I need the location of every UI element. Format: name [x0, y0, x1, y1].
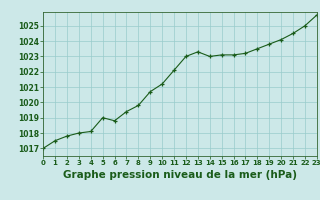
X-axis label: Graphe pression niveau de la mer (hPa): Graphe pression niveau de la mer (hPa) [63, 170, 297, 180]
